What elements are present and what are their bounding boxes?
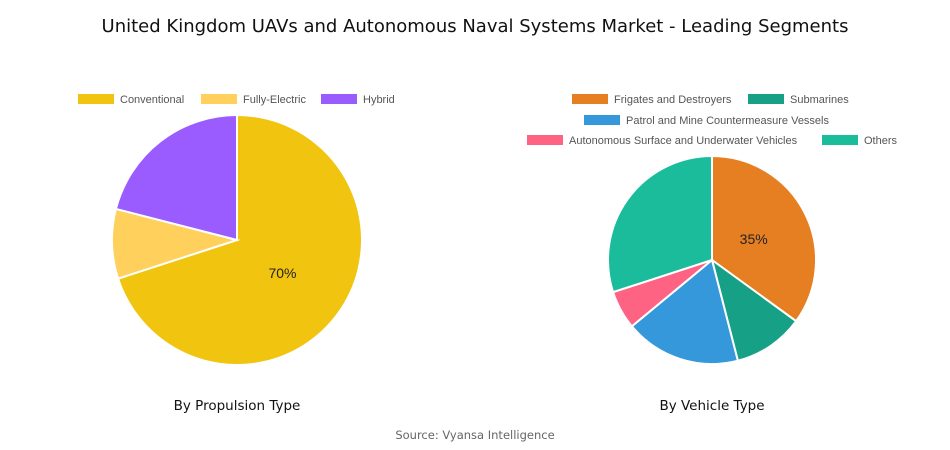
legend-label: Conventional — [120, 94, 184, 106]
legend-swatch — [527, 135, 563, 145]
legend-item-patrol-and-mine-countermeasure-vessels[interactable]: Patrol and Mine Countermeasure Vessels — [584, 115, 829, 127]
pie-slice-submarines[interactable] — [710, 257, 798, 362]
legend-item-conventional[interactable]: Conventional — [78, 94, 184, 106]
legend-item-autonomous-surface-and-underwater-vehicles[interactable]: Autonomous Surface and Underwater Vehicl… — [527, 135, 798, 147]
pie-slice-others[interactable] — [607, 154, 713, 294]
pie-chart-by-vehicle-type: 35% — [607, 154, 817, 365]
source-note: Source: Vyansa Intelligence — [395, 428, 555, 442]
pie-slice-hybrid[interactable] — [114, 113, 238, 242]
legend-by-vehicle-type: Frigates and Destroyers Submarines Patrol … — [527, 94, 898, 147]
legend-swatch — [201, 94, 237, 104]
chart-caption: By Propulsion Type — [174, 398, 301, 414]
legend-swatch — [572, 94, 608, 104]
pie-slice-frigates-and-destroyers[interactable] — [711, 154, 817, 323]
legend-swatch — [321, 94, 357, 104]
legend-swatch — [748, 94, 784, 104]
legend-item-submarines[interactable]: Submarines — [748, 94, 849, 106]
legend-item-fully-electric[interactable]: Fully-Electric — [201, 94, 306, 106]
chart-title: United Kingdom UAVs and Autonomous Naval… — [101, 16, 849, 37]
slice-label-frigates-and-destroyers: 35% — [740, 231, 768, 247]
legend-label: Others — [864, 135, 898, 147]
legend-label: Hybrid — [363, 94, 395, 106]
legend-label: Patrol and Mine Countermeasure Vessels — [626, 115, 829, 127]
chart-caption: By Vehicle Type — [659, 398, 764, 414]
legend-item-others[interactable]: Others — [822, 135, 898, 147]
legend-swatch — [78, 94, 114, 104]
legend-swatch — [822, 135, 858, 145]
legend-label: Submarines — [790, 94, 849, 106]
legend-by-propulsion-type: Conventional Fully-Electric Hybrid — [78, 94, 395, 106]
pie-slice-patrol-and-mine-countermeasure-vessels[interactable] — [630, 258, 740, 365]
pie-chart-by-propulsion-type: 70% — [111, 113, 363, 366]
legend-label: Fully-Electric — [243, 94, 306, 106]
legend-item-frigates-and-destroyers[interactable]: Frigates and Destroyers — [572, 94, 732, 106]
slice-label-conventional: 70% — [268, 265, 296, 281]
legend-label: Autonomous Surface and Underwater Vehicl… — [569, 135, 798, 147]
legend-label: Frigates and Destroyers — [614, 94, 732, 106]
legend-item-hybrid[interactable]: Hybrid — [321, 94, 395, 106]
legend-swatch — [584, 115, 620, 125]
